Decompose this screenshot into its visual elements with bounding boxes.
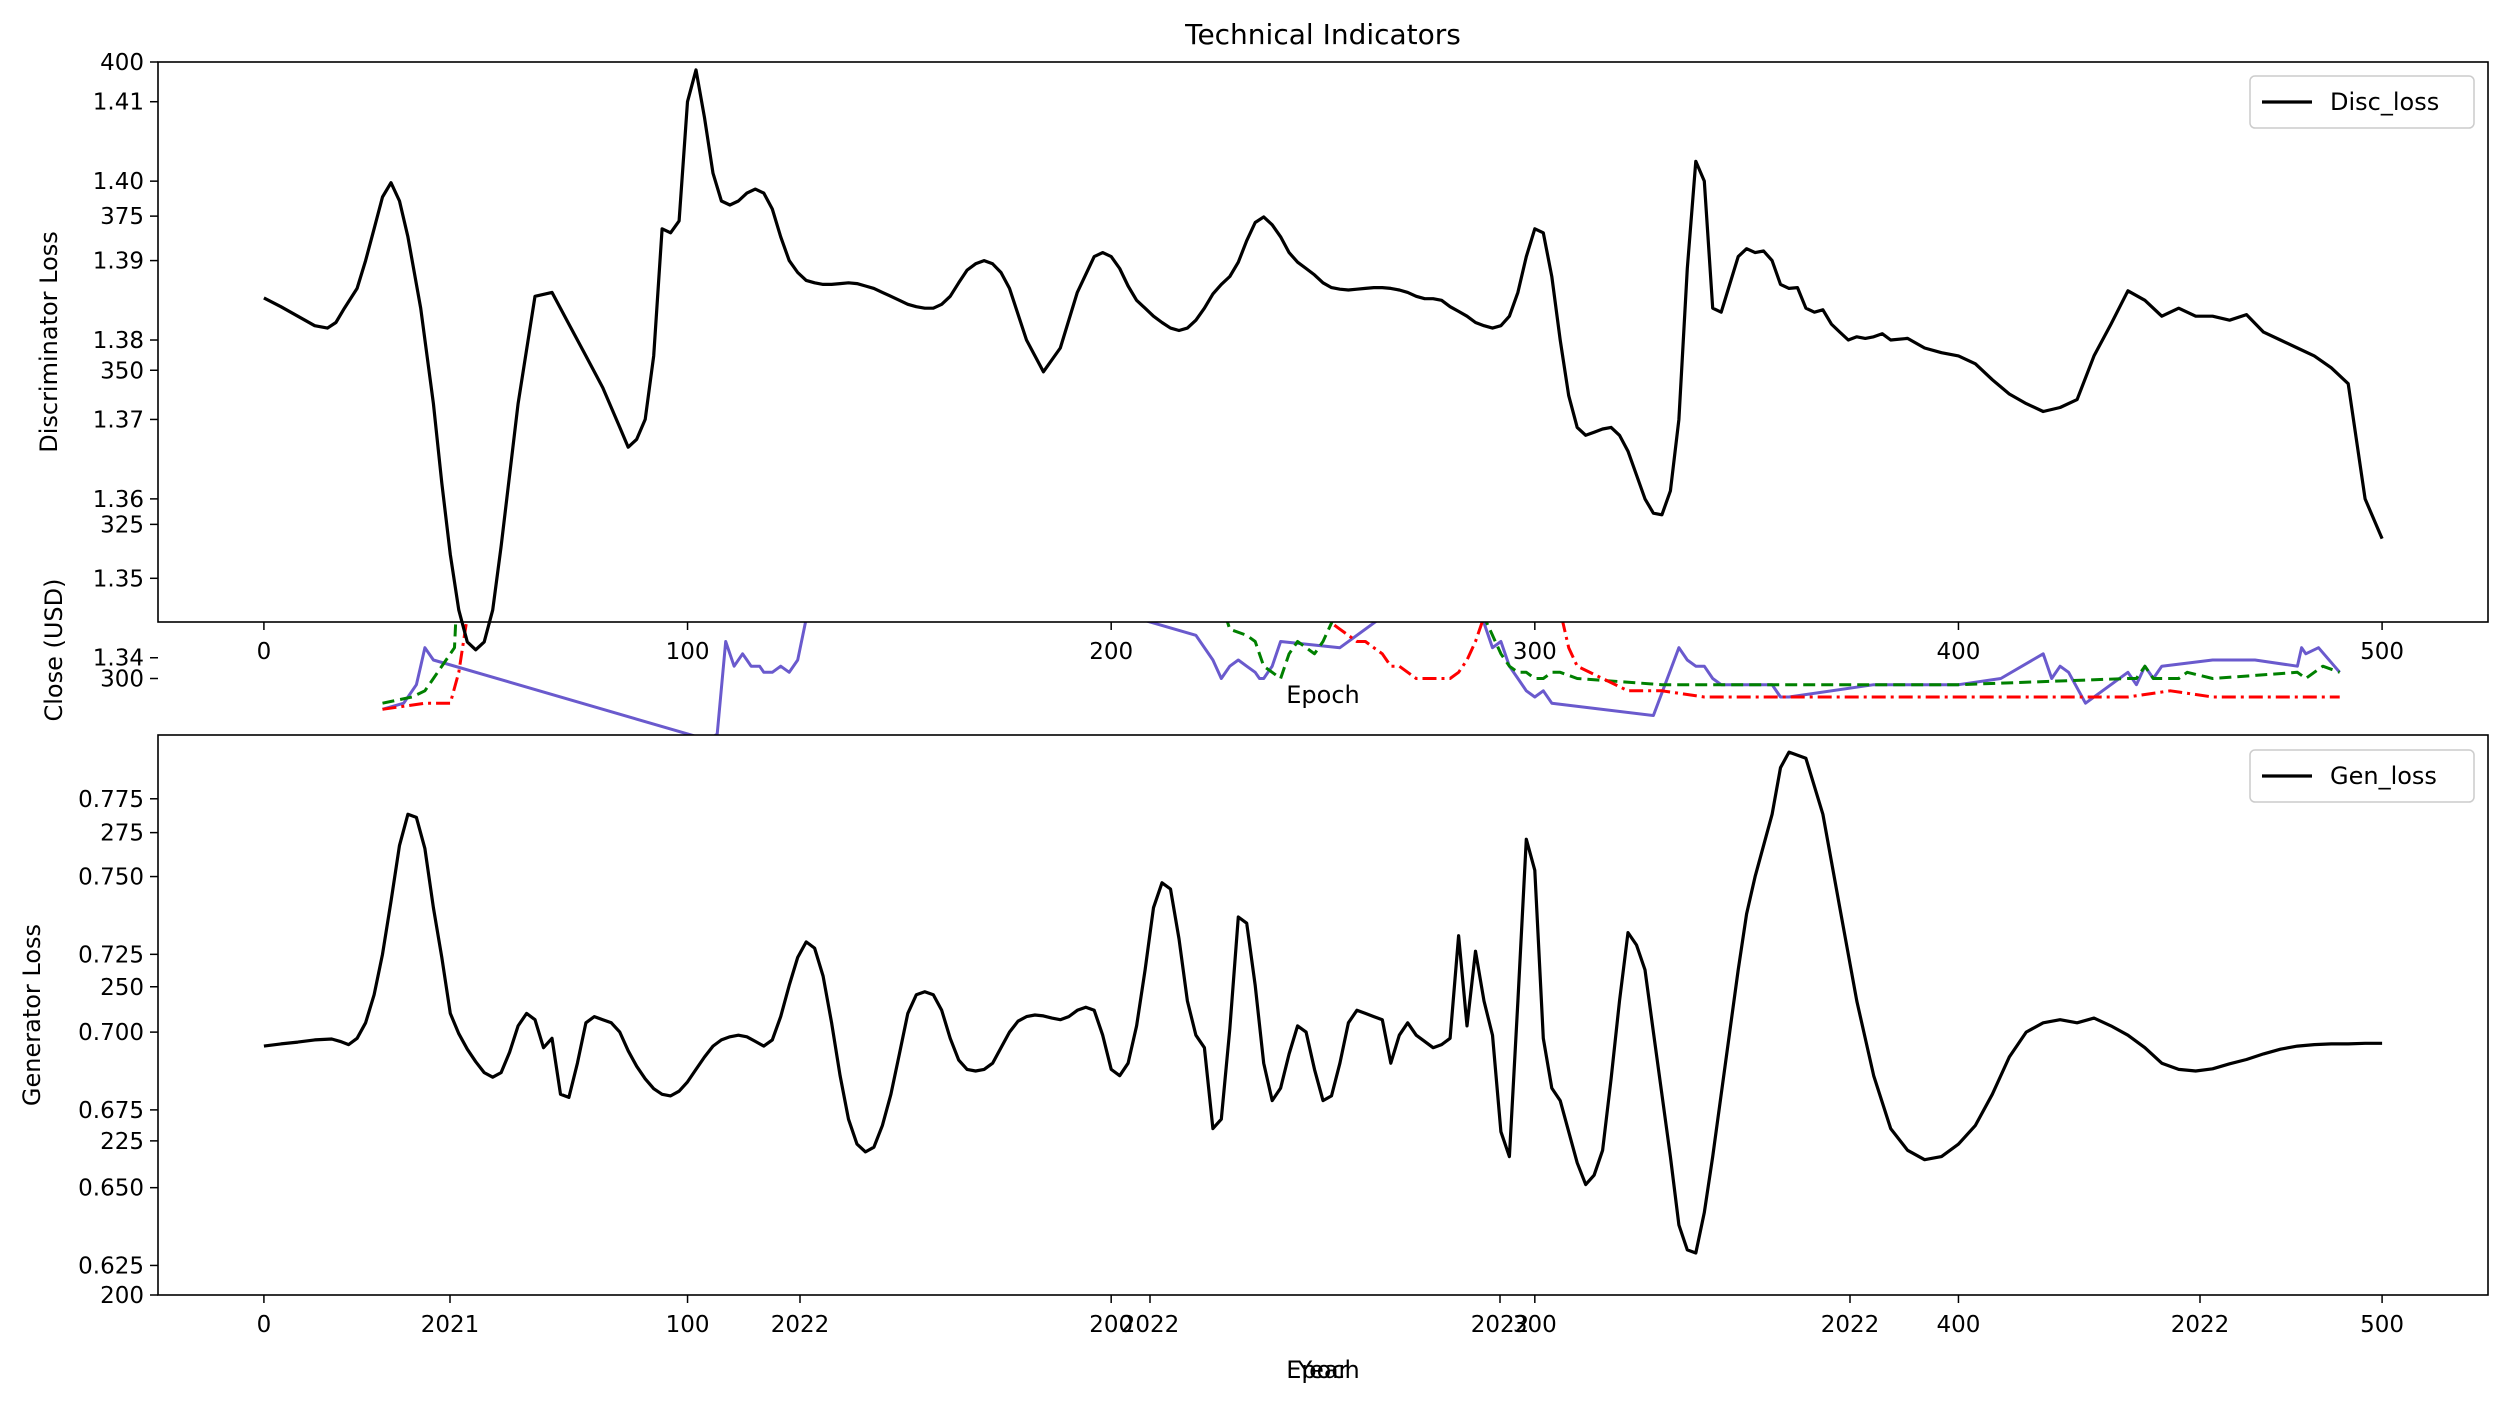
discriminator-loss-path [263, 68, 2384, 652]
discriminator-loss-line [263, 68, 2384, 652]
close-price-y-tick-label: 375 [100, 204, 144, 230]
generator-x-tick-label: 0 [257, 1312, 272, 1338]
discriminator-y-tick-label: 1.40 [93, 169, 144, 195]
generator-y-tick-label: 0.725 [78, 942, 144, 968]
discriminator-x-axis-label: Epoch [1286, 681, 1360, 709]
generator-y-tick-label: 0.775 [78, 787, 144, 813]
discriminator-loss-panel: 1.34 1.35 1.36 1.37 1.38 1.39 1.40 1.41 0 100 200… [35, 61, 2489, 709]
generator-loss-path [263, 750, 2383, 1255]
close-price-y-tick-label: 225 [100, 1129, 144, 1155]
close-price-y-tick-label: 400 [100, 50, 144, 76]
discriminator-x-tick-label: 200 [1089, 639, 1133, 665]
discriminator-y-axis-label: Discriminator Loss [35, 231, 63, 453]
close-price-y-tick-label: 350 [100, 358, 144, 384]
discriminator-x-tick-label: 300 [1513, 639, 1557, 665]
discriminator-x-tick-label: 0 [257, 639, 272, 665]
generator-loss-panel: 0.625 0.650 0.675 0.700 0.725 0.750 0.775 0 100… [18, 734, 2489, 1384]
generator-x-tick-label: 100 [666, 1312, 710, 1338]
generator-y-axis-label: Generator Loss [18, 924, 46, 1106]
generator-x-tick-label: 200 [1089, 1312, 1133, 1338]
generator-x-axis-label: Epoch [1286, 1356, 1360, 1384]
close-price-y-tick-label: 325 [100, 512, 144, 538]
close-price-y-tick-label: 300 [100, 667, 144, 693]
year-x-tick-label: 2022 [1121, 1312, 1180, 1338]
discriminator-y-ticks: 1.34 1.35 1.36 1.37 1.38 1.39 1.40 1.41 [93, 90, 158, 672]
close-price-y-tick-label: 250 [100, 975, 144, 1001]
close-price-y-tick-label: 275 [100, 821, 144, 847]
generator-y-tick-label: 0.700 [78, 1020, 144, 1046]
generator-x-tick-label: 500 [2360, 1312, 2404, 1338]
generator-loss-line [263, 750, 2383, 1255]
generator-y-tick-label: 0.750 [78, 865, 144, 891]
discriminator-x-ticks: 0 100 200 300 400 500 [257, 622, 2404, 665]
year-x-tick-label: 2022 [1821, 1312, 1880, 1338]
discriminator-y-tick-label: 1.36 [93, 487, 144, 513]
chart-title: Technical Indicators [1184, 18, 1461, 51]
discriminator-y-tick-label: 1.38 [93, 328, 144, 354]
close-price-y-tick-label: 200 [100, 1283, 144, 1309]
discriminator-y-tick-label: 1.34 [93, 646, 144, 672]
generator-plot-area [158, 735, 2488, 1295]
close-price-y-axis-label: Close (USD) [40, 578, 68, 721]
discriminator-x-tick-label: 400 [1937, 639, 1981, 665]
discriminator-x-tick-label: 100 [666, 639, 710, 665]
generator-y-tick-label: 0.650 [78, 1176, 144, 1202]
generator-y-tick-label: 0.675 [78, 1098, 144, 1124]
discriminator-legend: Disc_loss [2249, 75, 2475, 129]
year-x-ticks: 2021 2022 2022 2022 2022 2022 [421, 1295, 2230, 1338]
year-x-tick-label: 2022 [771, 1312, 830, 1338]
generator-y-ticks: 0.625 0.650 0.675 0.700 0.725 0.750 0.775 [78, 787, 158, 1279]
generator-legend-box [2249, 749, 2475, 803]
year-x-tick-label: 2021 [421, 1312, 480, 1338]
discriminator-axes-frame [157, 61, 2489, 623]
generator-x-tick-label: 300 [1513, 1312, 1557, 1338]
close-price-y-ticks: 200 225 250 275 300 325 350 375 400 [100, 50, 158, 1309]
discriminator-y-tick-label: 1.37 [93, 407, 144, 433]
year-x-tick-label: 2022 [2171, 1312, 2230, 1338]
discriminator-legend-label: Disc_loss [2330, 88, 2439, 116]
generator-x-ticks: 0 100 200 300 400 500 [257, 1295, 2404, 1338]
discriminator-x-tick-label: 500 [2360, 639, 2404, 665]
discriminator-y-tick-label: 1.39 [93, 249, 144, 275]
discriminator-legend-box [2249, 75, 2475, 129]
generator-y-tick-label: 0.625 [78, 1253, 144, 1279]
discriminator-y-tick-label: 1.35 [93, 566, 144, 592]
discriminator-plot-area [158, 62, 2488, 622]
generator-legend: Gen_loss [2249, 749, 2475, 803]
year-x-axis-label: Year [1297, 1356, 1349, 1384]
generator-axes-frame [157, 734, 2489, 1296]
generator-legend-label: Gen_loss [2330, 762, 2437, 790]
year-x-tick-label: 2022 [1471, 1312, 1530, 1338]
discriminator-y-tick-label: 1.41 [93, 90, 144, 116]
generator-x-tick-label: 400 [1937, 1312, 1981, 1338]
